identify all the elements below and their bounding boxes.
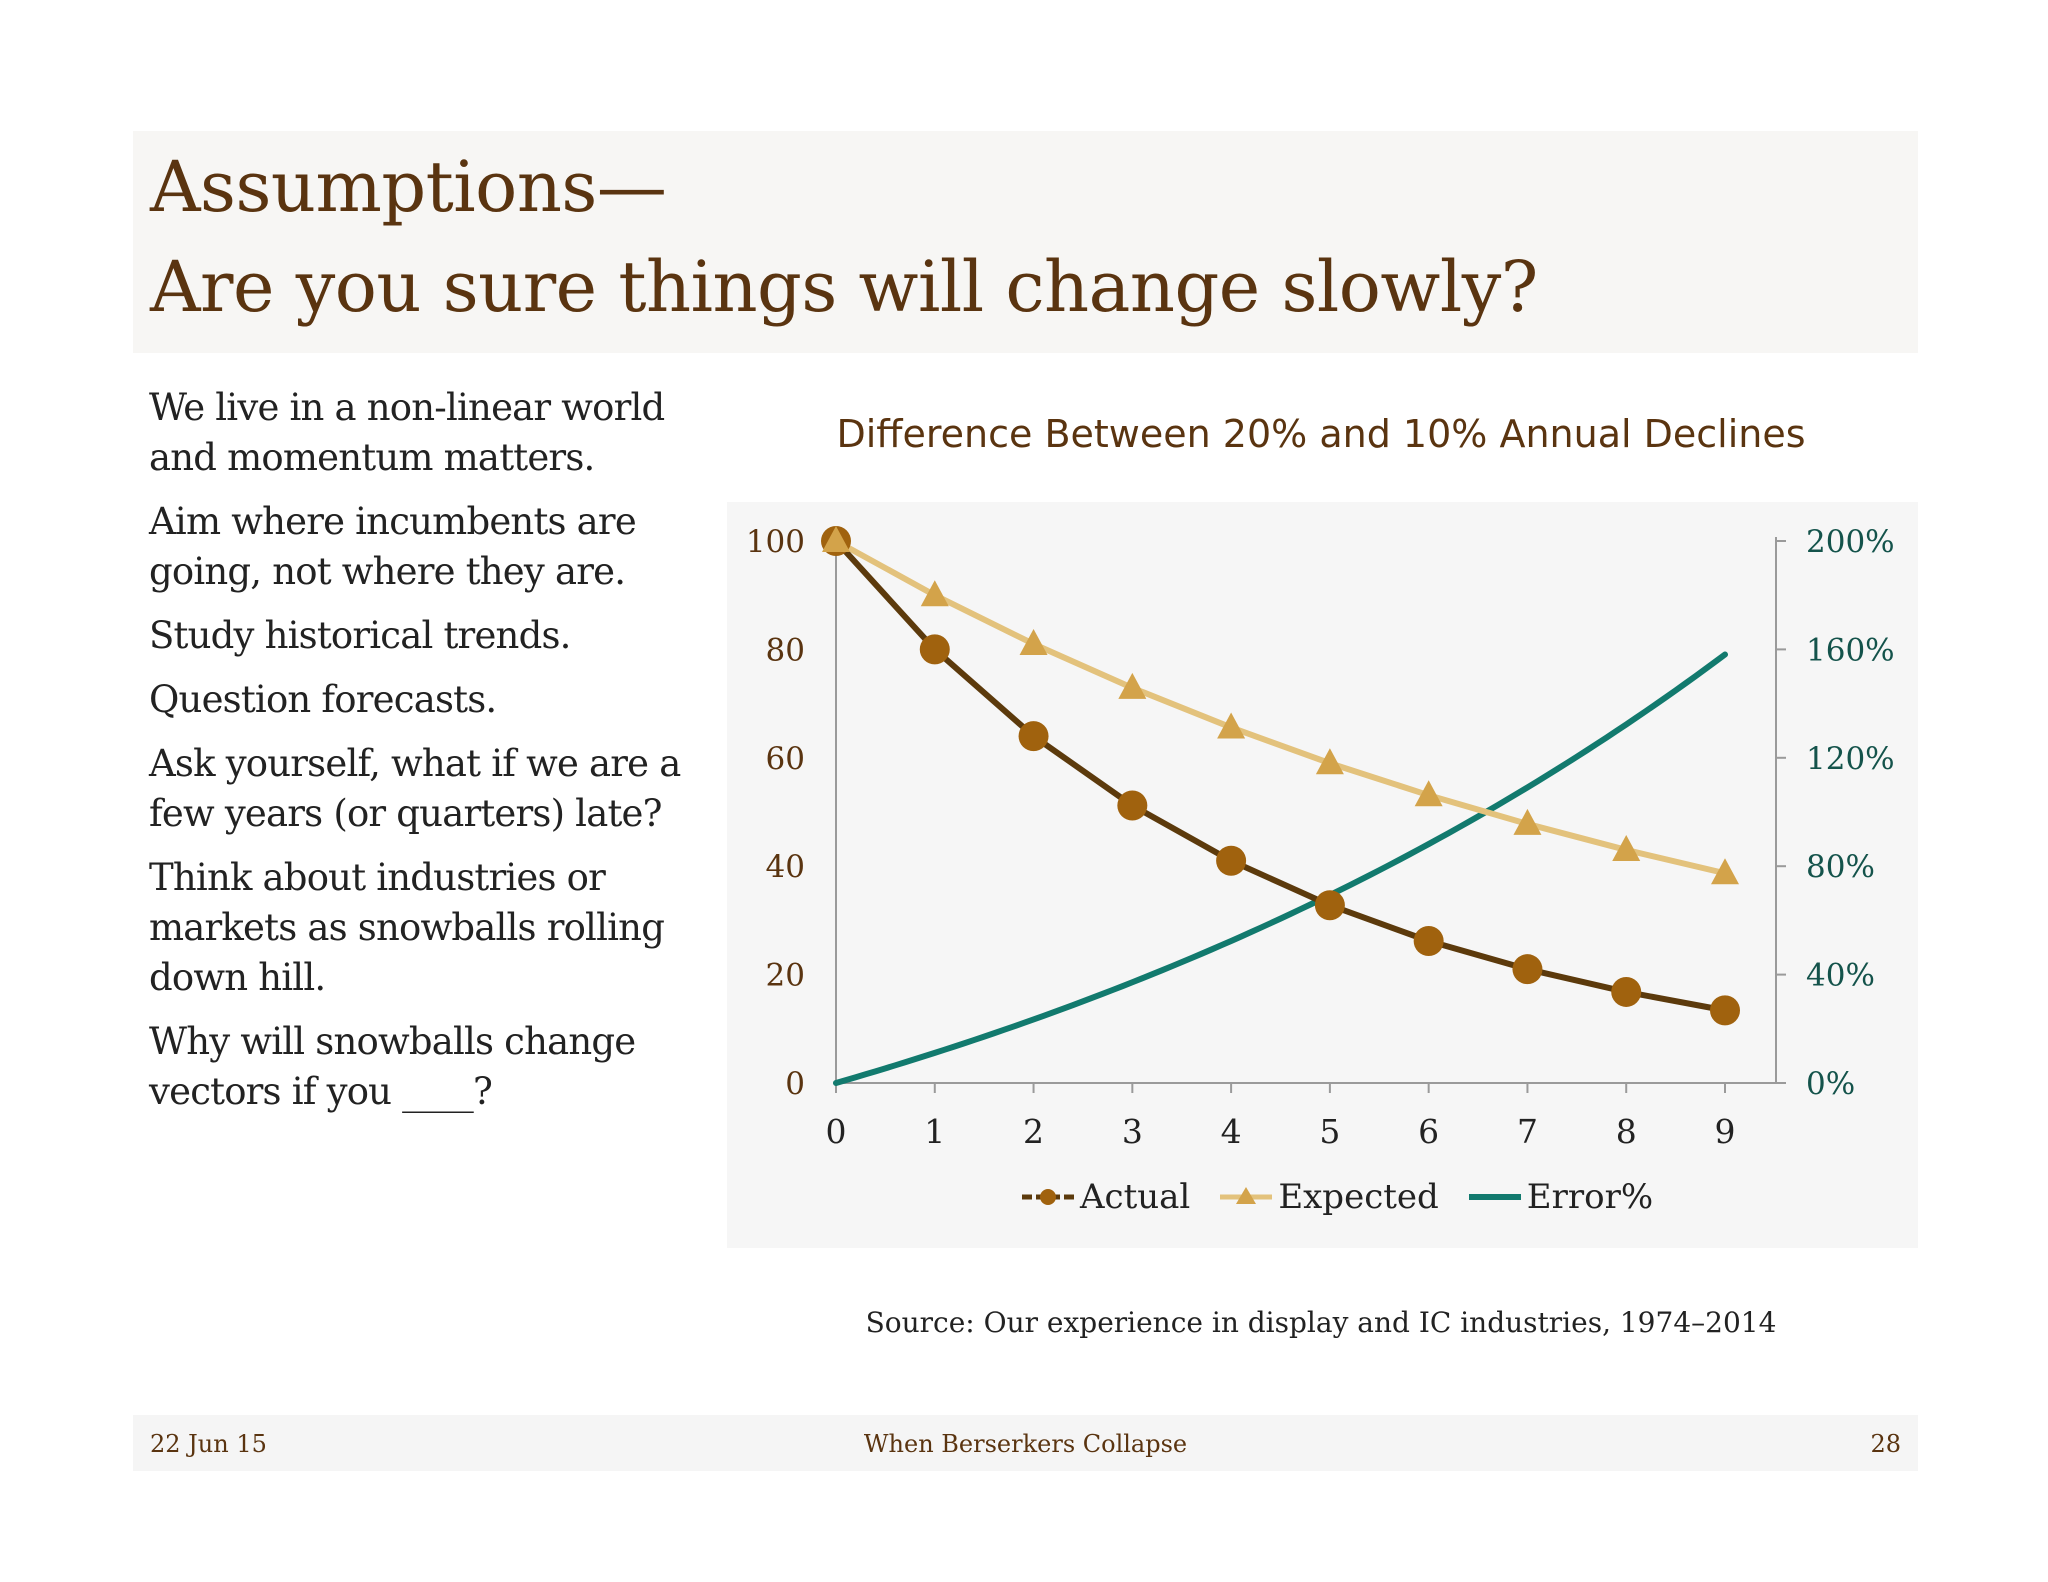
data-point-expected xyxy=(1019,628,1048,655)
series-line-expected xyxy=(834,538,1726,877)
data-point-expected xyxy=(1315,748,1344,775)
data-point-actual xyxy=(1512,954,1543,985)
bullet-item: Question forecasts. xyxy=(149,678,497,721)
y-tick-label-right: 0% xyxy=(1806,1066,1855,1102)
y-tick-label-left: 60 xyxy=(766,741,805,777)
bullet-item: Study historical trends. xyxy=(149,614,571,657)
bullet-item: Why will snowballs change vectors if you… xyxy=(149,1020,636,1113)
data-point-expected xyxy=(1217,712,1246,739)
data-point-actual xyxy=(919,634,950,665)
data-point-expected xyxy=(822,526,850,552)
y-tick-label-right: 40% xyxy=(1806,958,1875,994)
x-tick-label: 6 xyxy=(1418,1112,1439,1151)
legend-swatch-error xyxy=(1468,1194,1521,1200)
data-point-expected xyxy=(1711,858,1739,885)
y-tick-label-right: 160% xyxy=(1806,632,1895,668)
data-point-actual xyxy=(1611,976,1642,1007)
page-number: 28 xyxy=(1870,1430,1901,1458)
data-point-expected xyxy=(920,580,949,607)
y-tick-label-right: 80% xyxy=(1806,849,1875,885)
data-point-actual xyxy=(1413,925,1444,956)
chart-legend: Actual Expected Error% xyxy=(1020,1172,1653,1222)
bullet-item: Think about industries or markets as sno… xyxy=(149,856,665,999)
y-tick-label-left: 40 xyxy=(766,849,805,885)
x-tick-label: 5 xyxy=(1319,1112,1340,1151)
series-line-actual xyxy=(833,538,1726,1014)
legend-label-error: Error% xyxy=(1526,1177,1654,1217)
bullet-item: Aim where incumbents are going, not wher… xyxy=(149,500,637,593)
y-tick-label-right: 200% xyxy=(1806,524,1895,560)
title-band xyxy=(133,131,1918,353)
bullet-list: We live in a non-linear world and moment… xyxy=(149,383,709,1131)
x-tick-label: 4 xyxy=(1221,1112,1242,1151)
x-tick-label: 0 xyxy=(826,1112,847,1151)
series-line-error xyxy=(833,651,1728,1086)
data-point-expected xyxy=(1612,834,1641,861)
x-tick-label: 7 xyxy=(1517,1112,1538,1151)
x-tick-label: 2 xyxy=(1023,1112,1044,1151)
legend-label-expected: Expected xyxy=(1278,1177,1439,1217)
chart-title: Difference Between 20% and 10% Annual De… xyxy=(836,412,1806,456)
y-tick-label-left: 20 xyxy=(766,958,805,994)
legend-swatch-actual xyxy=(1022,1189,1074,1205)
legend-item-expected: Expected xyxy=(1218,1177,1439,1217)
data-point-actual xyxy=(1117,790,1148,821)
footer-title: When Berserkers Collapse xyxy=(863,1430,1188,1458)
data-point-expected xyxy=(1513,808,1542,835)
footer-date: 22 Jun 15 xyxy=(150,1430,267,1458)
x-tick-label: 8 xyxy=(1616,1112,1637,1151)
y-tick-label-left: 0 xyxy=(785,1066,805,1102)
slide-footer: 22 Jun 15 When Berserkers Collapse 28 xyxy=(133,1415,1918,1471)
data-point-expected xyxy=(1414,780,1443,807)
x-tick-label: 3 xyxy=(1122,1112,1143,1151)
legend-swatch-expected xyxy=(1220,1187,1273,1204)
legend-item-error: Error% xyxy=(1467,1177,1653,1217)
data-point-actual xyxy=(1314,890,1345,921)
data-point-expected xyxy=(1118,672,1147,699)
slide-title-line-1: Assumptions— xyxy=(150,146,667,228)
bullet-item: We live in a non-linear world and moment… xyxy=(149,386,665,479)
y-tick-label-left: 80 xyxy=(766,632,805,668)
bullet-item: Ask yourself, what if we are a few years… xyxy=(149,742,681,835)
legend-item-actual: Actual xyxy=(1020,1177,1190,1217)
data-point-actual xyxy=(1018,721,1049,752)
data-point-actual xyxy=(1710,995,1740,1026)
x-tick-label: 1 xyxy=(924,1112,945,1151)
y-tick-label-left: 100 xyxy=(746,524,805,560)
legend-label-actual: Actual xyxy=(1080,1177,1191,1217)
y-tick-label-right: 120% xyxy=(1806,741,1895,777)
source-note: Source: Our experience in display and IC… xyxy=(865,1306,1777,1339)
x-tick-label: 9 xyxy=(1715,1112,1736,1151)
data-point-actual xyxy=(1216,845,1247,876)
slide-title-line-2: Are you sure things will change slowly? xyxy=(150,246,1538,328)
